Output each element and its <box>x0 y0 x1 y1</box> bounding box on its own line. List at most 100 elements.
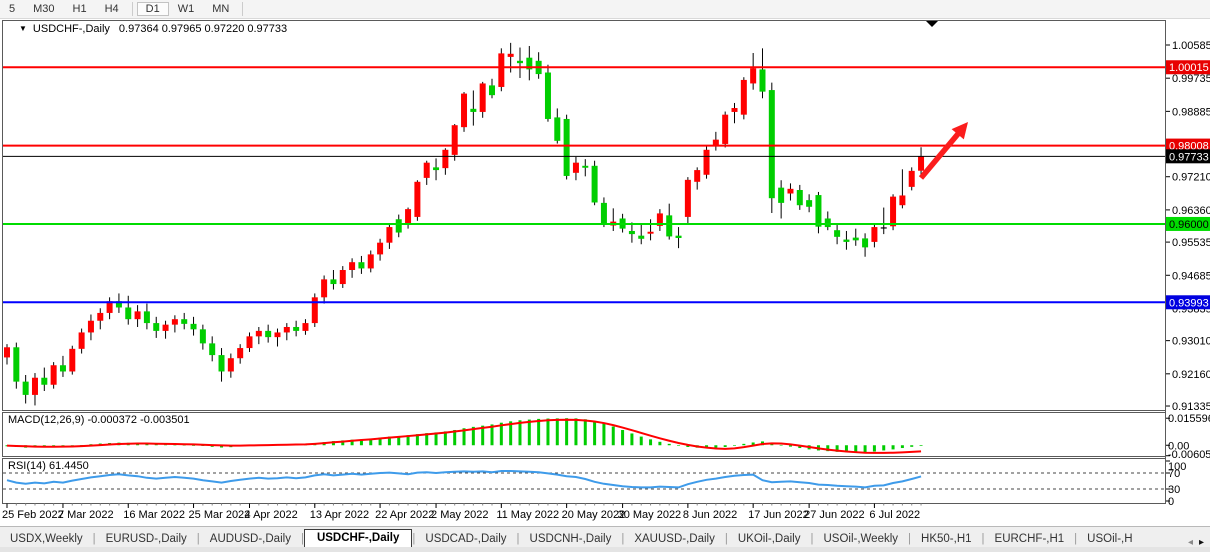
candle-body-bull <box>78 332 85 349</box>
candle <box>125 295 132 325</box>
tab-usdcnh-daily[interactable]: USDCNH-,Daily <box>529 533 612 545</box>
candle-body-bull <box>442 149 449 169</box>
candle-body-bull <box>722 114 729 144</box>
macd-bar <box>593 420 597 446</box>
candle <box>712 131 719 151</box>
candle-body-bull <box>283 326 290 333</box>
tab-ukoil-daily[interactable]: UKOil-,Daily <box>737 533 801 545</box>
candle <box>824 211 831 231</box>
chart-title: ▼ USDCHF-,Daily 0.97364 0.97965 0.97220 0.… <box>19 23 287 35</box>
candle-body-bull <box>4 347 10 358</box>
toolbar-separator <box>131 2 133 16</box>
macd-bar <box>555 418 559 446</box>
candle <box>330 270 337 290</box>
chart-dropdown-icon[interactable]: ▼ <box>19 24 27 33</box>
timeframe-button-mn[interactable]: MN <box>212 3 230 15</box>
candle-body-bear <box>41 377 48 385</box>
candle-body-bull <box>246 336 253 349</box>
macd-bar <box>723 445 727 447</box>
date-label: 27 Jun 2022 <box>804 509 865 521</box>
macd-bar <box>341 440 345 446</box>
candle-body-bear <box>181 319 188 324</box>
chart-ohlc-values: 0.97364 0.97965 0.97220 0.97733 <box>118 23 288 35</box>
candle <box>274 328 281 347</box>
candle-body-bull <box>572 162 579 173</box>
candle-body-bull <box>237 348 244 359</box>
tab-hk50-h1[interactable]: HK50-,H1 <box>921 533 972 545</box>
candle <box>554 108 561 144</box>
macd-bar <box>779 444 783 446</box>
macd-bar <box>621 429 625 446</box>
candle <box>834 223 841 245</box>
tab-eurusd-daily[interactable]: EURUSD-,Daily <box>105 533 187 545</box>
candle <box>255 326 262 345</box>
candle-body-bull <box>134 311 141 320</box>
candle-body-bear <box>759 69 766 92</box>
candle <box>852 228 859 246</box>
trend-arrow-head[interactable] <box>951 122 968 140</box>
candle <box>31 373 38 406</box>
candle <box>414 180 421 221</box>
macd-bar <box>565 418 569 446</box>
timeframe-button-h4[interactable]: H4 <box>104 3 119 15</box>
macd-bar <box>733 445 737 446</box>
candle <box>218 348 225 382</box>
candle-body-bear <box>59 365 66 372</box>
macd-bar <box>677 445 681 446</box>
candle <box>50 362 57 389</box>
date-label: 8 Jun 2022 <box>683 509 737 521</box>
tab-scroll-left-icon[interactable]: ◂ <box>1187 537 1193 548</box>
candle <box>22 374 29 404</box>
timeframe-button-m30[interactable]: M30 <box>33 3 55 15</box>
candle-body-bull <box>311 297 318 324</box>
tab-scroll-right-icon[interactable]: ▸ <box>1198 537 1204 548</box>
candle <box>87 314 94 341</box>
tab-usdx-weekly[interactable]: USDX,Weekly <box>10 533 83 545</box>
macd-bar <box>546 418 550 446</box>
candle-body-bull <box>386 227 393 243</box>
tab-eurchf-h1[interactable]: EURCHF-,H1 <box>994 533 1065 545</box>
candle <box>684 177 691 224</box>
timeframe-button-w1[interactable]: W1 <box>177 3 195 15</box>
chart-shift-marker-icon[interactable] <box>926 21 938 27</box>
candle-body-bull <box>684 179 691 217</box>
candle-doji-body <box>880 227 887 229</box>
candle-body-bull <box>162 324 169 331</box>
candle <box>143 303 150 330</box>
candle-body-bull <box>106 301 113 313</box>
macd-bar <box>164 444 168 446</box>
candle-body-bull <box>694 170 701 182</box>
candle <box>237 344 244 364</box>
tab-usdcad-daily[interactable]: USDCAD-,Daily <box>425 533 507 545</box>
candle-body-bear <box>638 235 645 239</box>
date-label: 25 Mar 2022 <box>189 509 251 521</box>
candle <box>778 180 785 219</box>
macd-axis-label: 0.00 <box>1168 440 1189 452</box>
tab-audusd-daily[interactable]: AUDUSD-,Daily <box>209 533 291 545</box>
timeframe-button-d1[interactable]: D1 <box>136 2 169 16</box>
candle <box>321 275 328 304</box>
candle-body-bear <box>544 72 551 119</box>
tab-xauusd-daily[interactable]: XAUUSD-,Daily <box>634 533 715 545</box>
tab-usdchf-daily[interactable]: USDCHF-,Daily <box>303 529 413 548</box>
candle <box>461 92 468 132</box>
candle-body-bull <box>908 170 915 187</box>
candle <box>806 194 813 213</box>
price-badge-label: 0.93993 <box>1169 297 1209 309</box>
rsi-pane <box>2 458 1166 504</box>
candle-body-bear <box>862 238 869 248</box>
candle <box>675 227 682 249</box>
price-badge <box>1166 295 1210 310</box>
macd-bar <box>406 435 410 446</box>
trend-arrow-shaft[interactable] <box>918 129 963 180</box>
tab-usoil-weekly[interactable]: USOil-,Weekly <box>823 533 899 545</box>
candle <box>582 159 589 177</box>
tab-scroll-controls: ◂ ▸ <box>1188 537 1210 548</box>
timeframe-button-5[interactable]: 5 <box>9 3 16 15</box>
candle <box>442 148 449 175</box>
tab-usoil-h[interactable]: USOil-,H <box>1087 533 1133 545</box>
candle <box>722 111 729 148</box>
timeframe-button-h1[interactable]: H1 <box>72 3 87 15</box>
date-label: 6 Jul 2022 <box>869 509 920 521</box>
